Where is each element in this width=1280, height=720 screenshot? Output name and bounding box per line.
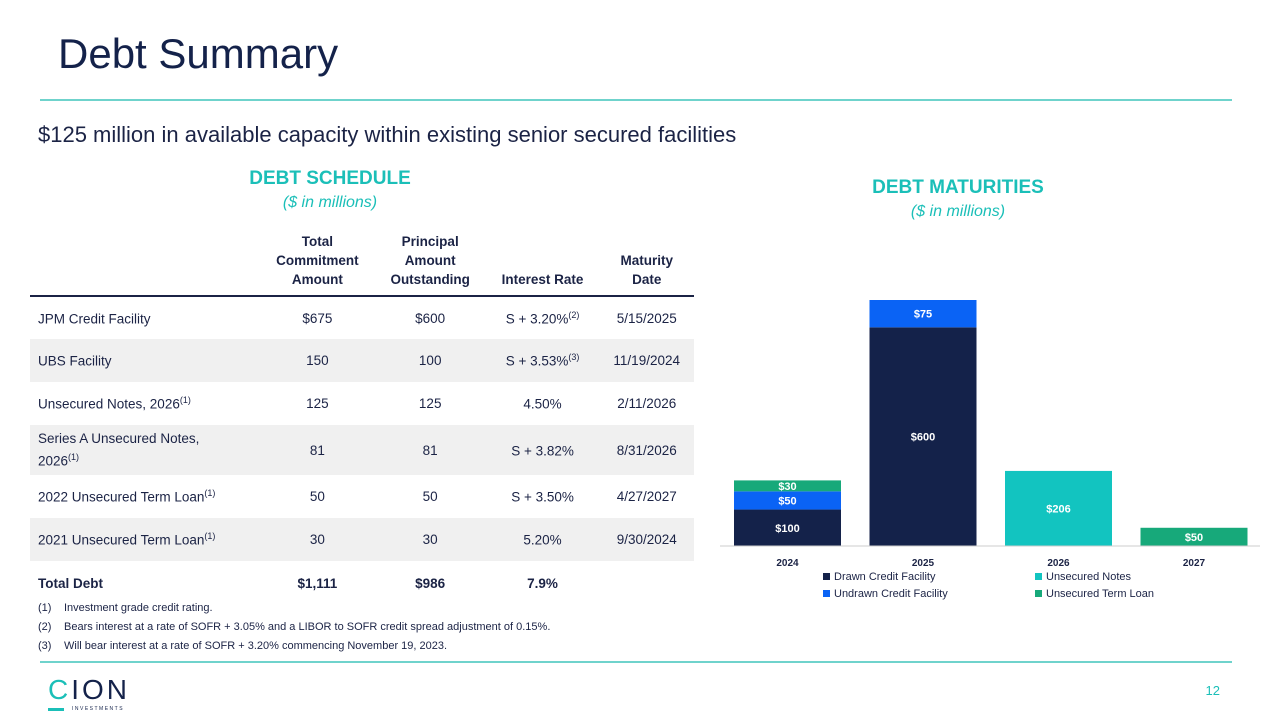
column-header xyxy=(30,232,260,297)
data-label: $75 xyxy=(914,309,932,321)
facility-name: UBS Facility xyxy=(30,339,260,382)
legend-swatch xyxy=(823,573,830,580)
chart-title: DEBT MATURITIES xyxy=(872,177,1044,198)
x-tick-label: 2024 xyxy=(776,558,799,569)
total-commitment: 81 xyxy=(260,425,375,475)
bar-segment xyxy=(869,327,977,546)
x-tick-label: 2027 xyxy=(1183,558,1206,569)
maturity-date: 11/19/2024 xyxy=(599,339,694,382)
facility-name: Series A Unsecured Notes, 2026(1) xyxy=(30,425,260,475)
total-label: Total Debt xyxy=(38,575,103,591)
table-row: 2022 Unsecured Term Loan(1) 50 50 S + 3.… xyxy=(30,475,694,518)
total-row: Total Debt $1,111 $986 7.9% xyxy=(30,561,694,605)
schedule-unit: ($ in millions) xyxy=(282,194,378,211)
principal-outstanding: 81 xyxy=(374,425,486,475)
principal-outstanding: 125 xyxy=(418,396,442,411)
total-principal: $986 xyxy=(415,575,446,591)
facility-name: 2021 Unsecured Term Loan(1) xyxy=(30,518,260,561)
principal-outstanding: 50 xyxy=(422,489,438,504)
interest-rate: 4.50% xyxy=(523,396,562,412)
interest-rate: S + 3.20%(2) xyxy=(505,309,580,327)
table-row: UBS Facility 150 100 S + 3.53%(3) 11/19/… xyxy=(30,339,694,382)
header-divider xyxy=(40,99,1232,101)
table-row: JPM Credit Facility $675 $600 S + 3.20%(… xyxy=(30,296,694,339)
cion-logo: CION INVESTMENTS xyxy=(48,674,131,712)
footer-divider xyxy=(40,661,1232,663)
legend-swatch xyxy=(1035,573,1042,580)
principal-outstanding: 30 xyxy=(374,518,486,561)
legend-entry: Drawn Credit Facility xyxy=(834,571,936,583)
principal-outstanding: $600 xyxy=(415,310,446,326)
total-commitment: $1,111 xyxy=(297,575,338,591)
bar-segment xyxy=(734,491,841,510)
total-commitment: 30 xyxy=(260,518,375,561)
page-number: 12 xyxy=(1205,683,1220,698)
chart-subtitle: ($ in millions) xyxy=(910,203,1006,220)
bar-segment xyxy=(734,509,841,546)
maturity-date: 9/30/2024 xyxy=(599,518,694,561)
interest-rate: 5.20% xyxy=(485,518,600,561)
interest-rate: S + 3.50% xyxy=(511,489,574,505)
maturity-date: 8/31/2026 xyxy=(599,425,694,475)
total-rate: 7.9% xyxy=(527,575,558,591)
total-commitment: 125 xyxy=(306,396,329,411)
column-header: Total Commitment Amount xyxy=(260,232,375,297)
maturity-date: 4/27/2027 xyxy=(616,489,677,504)
legend-entry: Unsecured Notes xyxy=(1046,571,1131,583)
table-row: 2021 Unsecured Term Loan(1) 30 30 5.20% … xyxy=(30,518,694,561)
x-tick-label: 2025 xyxy=(912,558,935,569)
total-commitment: 150 xyxy=(260,339,375,382)
data-label: $50 xyxy=(778,495,796,507)
bar-segment xyxy=(734,480,841,492)
legend-entry: Undrawn Credit Facility xyxy=(834,588,948,600)
column-header: Maturity Date xyxy=(599,232,694,297)
total-commitment: $675 xyxy=(302,310,333,326)
data-label: $50 xyxy=(1185,532,1203,544)
column-header: Interest Rate xyxy=(485,232,600,297)
page-title: Debt Summary xyxy=(58,30,339,77)
interest-rate: S + 3.82% xyxy=(485,425,600,475)
footnote: (3) Will bear interest at a rate of SOFR … xyxy=(38,640,448,652)
column-header: Principal Amount Outstanding xyxy=(374,232,486,297)
schedule-heading: DEBT SCHEDULE xyxy=(249,168,411,189)
debt-schedule-table: Total Commitment Amount Principal Amount Outs… xyxy=(30,232,694,605)
interest-rate: S + 3.53%(3) xyxy=(485,339,600,382)
facility-name: JPM Credit Facility xyxy=(38,311,151,327)
data-label: $100 xyxy=(775,523,799,535)
legend-entry: Unsecured Term Loan xyxy=(1046,588,1154,600)
legend-swatch xyxy=(823,590,830,597)
bar-segment xyxy=(1005,470,1112,546)
legend-swatch xyxy=(1035,590,1042,597)
subtitle: $125 million in available capacity withi… xyxy=(38,122,737,147)
total-commitment: 50 xyxy=(309,489,325,504)
maturity-date: 5/15/2025 xyxy=(616,310,677,326)
table-row: Series A Unsecured Notes, 2026(1) 81 81 … xyxy=(30,425,694,475)
facility-name: 2022 Unsecured Term Loan(1) xyxy=(38,488,216,505)
bar-segment xyxy=(869,300,977,328)
data-label: $600 xyxy=(911,432,935,444)
data-label: $206 xyxy=(1046,503,1070,515)
principal-outstanding: 100 xyxy=(374,339,486,382)
x-tick-label: 2026 xyxy=(1047,558,1070,569)
table-row: Unsecured Notes, 2026(1) 125 125 4.50% 2… xyxy=(30,382,694,425)
bar-segment xyxy=(1140,527,1248,546)
maturity-date: 2/11/2026 xyxy=(617,396,677,411)
footnote: (1) Investment grade credit rating. xyxy=(38,602,213,614)
total-maturity xyxy=(599,561,694,605)
footnote: (2) Bears interest at a rate of SOFR + 3.… xyxy=(38,621,551,633)
debt-maturities-chart: $100 $50 $30 2024 $600 $75 2025 $206 2026 $50 2027… xyxy=(720,300,1260,600)
data-label: $30 xyxy=(778,481,796,493)
facility-name: Unsecured Notes, 2026(1) xyxy=(38,395,191,412)
